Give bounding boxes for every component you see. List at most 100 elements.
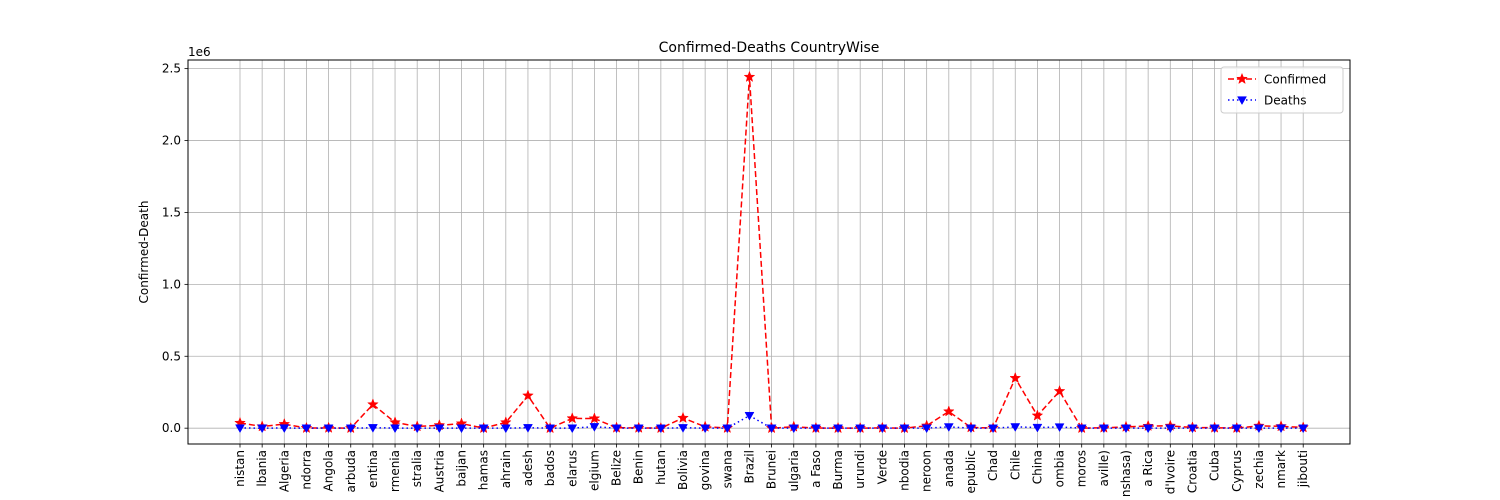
x-tick-label: Angola	[322, 450, 336, 491]
y-tick-label: 1.0	[162, 277, 181, 291]
deaths-data-point	[390, 424, 400, 434]
deaths-data-point	[279, 424, 290, 434]
axes: 0.0 0.5 1.0 1.5 2.0 2.5 nistan lbania Algeria ndo…	[162, 62, 1310, 497]
deaths-data-point	[966, 424, 976, 434]
deaths-data-point	[567, 424, 578, 434]
deaths-data-point	[678, 424, 688, 433]
legend: Confirmed Deaths	[1220, 66, 1344, 114]
x-tick-label: ulgaria	[787, 450, 801, 492]
deaths-data-point	[700, 424, 711, 434]
deaths-data-point	[523, 424, 533, 433]
x-tick-label: China	[1030, 450, 1044, 484]
x-tick-label: rmenia	[388, 450, 402, 492]
x-tick-label: hamas	[477, 450, 491, 490]
confirmed-data-point	[942, 405, 955, 417]
x-tick-label: elarus	[565, 450, 579, 487]
y-tick-label: 1.5	[162, 205, 181, 219]
x-tick-label: nistan	[233, 450, 247, 487]
x-tick-label: aville)	[1097, 450, 1111, 487]
confirmed-data-point	[588, 412, 601, 424]
deaths-data-point	[988, 424, 999, 434]
confirmed-data-point	[1009, 371, 1022, 384]
x-tick-label: Chile	[1008, 450, 1022, 480]
x-tick-label: Bolivia	[676, 450, 690, 490]
confirmed-data-point	[1053, 385, 1066, 397]
deaths-data-point	[633, 424, 644, 434]
deaths-data-point	[412, 424, 423, 434]
x-tick-label: anada	[942, 450, 956, 487]
deaths-data-point	[744, 411, 755, 421]
x-tick-label: Brunei	[765, 450, 779, 489]
x-tick-label: elgium	[587, 450, 601, 491]
deaths-data-point	[323, 424, 334, 434]
deaths-data-point	[766, 424, 777, 434]
x-tick-label: a Rica	[1141, 450, 1155, 487]
x-tick-label: govina	[698, 450, 712, 490]
deaths-data-point	[301, 424, 312, 434]
deaths-data-point	[478, 424, 489, 434]
confirmed-data-point	[366, 398, 379, 410]
x-tick-label: moros	[1075, 450, 1089, 487]
x-tick-label: urundi	[853, 450, 867, 489]
x-tick-label: bados	[543, 450, 557, 486]
x-tick-label: hutan	[654, 450, 668, 485]
chart-title: Confirmed-Deaths CountryWise	[659, 40, 880, 56]
deaths-data-point	[1010, 423, 1021, 432]
deaths-data-point	[1209, 424, 1220, 434]
deaths-data-point	[722, 424, 733, 434]
x-tick-label: neroon	[920, 450, 934, 492]
x-tick-label: Chad	[986, 450, 1000, 481]
deaths-data-point	[500, 424, 511, 434]
deaths-data-point	[1253, 424, 1264, 434]
series-layer	[234, 70, 1310, 434]
y-tick-label: 2.0	[162, 134, 181, 148]
grid-lines	[188, 60, 1350, 444]
x-tick-label: nbodia	[898, 450, 912, 491]
deaths-data-point	[1187, 424, 1198, 434]
x-tick-label: entina	[366, 450, 380, 488]
confirmed-data-point	[677, 411, 689, 423]
x-tick-label: Benin	[632, 450, 646, 484]
y-tick-label: 0.5	[162, 349, 181, 363]
deaths-data-point	[810, 424, 821, 434]
deaths-data-point	[611, 424, 622, 434]
deaths-data-point	[434, 424, 445, 434]
x-tick-label: Cuba	[1208, 450, 1222, 481]
y-axis-offset-label: 1e6	[188, 45, 211, 59]
deaths-legend-label: Deaths	[1264, 94, 1307, 108]
x-tick-label: Algeria	[277, 450, 291, 492]
deaths-data-point	[1054, 423, 1065, 432]
y-tick-label: 2.5	[162, 62, 181, 76]
confirmed-data-point	[1031, 409, 1044, 421]
deaths-data-point	[367, 424, 378, 433]
deaths-data-point	[1121, 424, 1131, 434]
deaths-data-point	[833, 424, 843, 434]
x-tick-label: epublic	[964, 450, 978, 494]
x-tick-label: Brazil	[742, 450, 756, 484]
deaths-data-point	[1298, 424, 1309, 434]
confirmed-legend-label: Confirmed	[1264, 73, 1326, 87]
deaths-data-point	[899, 424, 910, 434]
x-tick-label: baijan	[455, 450, 469, 487]
deaths-data-point	[235, 424, 245, 434]
confirmed-legend-marker	[1236, 72, 1248, 85]
deaths-data-point	[589, 423, 600, 432]
x-tick-label: lbania	[255, 450, 269, 487]
deaths-data-point	[1165, 424, 1176, 434]
y-axis-label: Confirmed-Death	[137, 201, 151, 304]
deaths-data-point	[257, 424, 268, 434]
x-tick-label: Verde	[875, 450, 889, 484]
x-tick-label: swana	[720, 450, 734, 488]
confirmed-data-point	[566, 412, 579, 424]
x-tick-label: nmark	[1274, 450, 1288, 489]
deaths-legend-marker	[1237, 96, 1247, 106]
x-tick-label: Austria	[432, 450, 446, 492]
x-tick-label: ahrain	[499, 450, 513, 488]
deaths-data-point	[1143, 424, 1154, 434]
x-tick-label: ndorra	[299, 450, 313, 490]
deaths-data-point	[1276, 424, 1286, 434]
x-tick-label: a Faso	[809, 450, 823, 488]
deaths-data-point	[943, 423, 954, 432]
deaths-data-point	[877, 424, 888, 434]
